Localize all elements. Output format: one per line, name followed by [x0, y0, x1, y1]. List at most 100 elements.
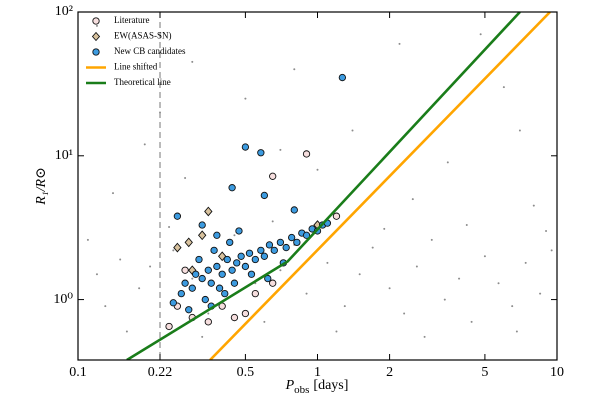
background-point [539, 292, 542, 295]
point [290, 206, 298, 214]
point [173, 212, 182, 220]
point [235, 227, 243, 235]
point [233, 259, 241, 267]
point [257, 246, 265, 254]
background-point [470, 320, 473, 323]
background-point [191, 277, 194, 280]
background-point [305, 292, 308, 295]
y-axis-label: R₁/R⊙ [34, 167, 49, 206]
point [198, 221, 206, 229]
legend-label: New CB candidates [114, 46, 186, 56]
background-point [497, 282, 500, 285]
y-tick-label: 10⁰ [53, 292, 73, 307]
background-point [184, 177, 187, 180]
background-point [119, 258, 122, 261]
point [230, 313, 239, 322]
background-point [532, 204, 535, 207]
point [241, 309, 250, 318]
background-point [515, 330, 518, 333]
background-point [403, 312, 406, 315]
x-tick-label: 1 [314, 365, 321, 380]
point [269, 279, 277, 287]
background-point [358, 273, 361, 276]
background-point [138, 287, 141, 290]
point [223, 255, 231, 264]
background-point [398, 42, 401, 45]
point [241, 262, 250, 271]
background-point [95, 24, 98, 27]
background-point [415, 265, 418, 268]
background-point [465, 224, 468, 227]
point [192, 270, 200, 278]
point [185, 306, 193, 314]
point [257, 149, 265, 157]
background-point [443, 298, 446, 301]
legend-label: Literature [114, 15, 149, 25]
point [165, 322, 173, 331]
point [293, 238, 301, 247]
point [181, 279, 189, 287]
x-tick-label: 0.1 [69, 365, 87, 380]
legend-label: Line shifted [114, 62, 158, 72]
background-point [263, 320, 266, 323]
point [264, 274, 272, 283]
background-point [518, 129, 521, 132]
point [230, 279, 239, 287]
background-point [86, 238, 89, 241]
background-point [411, 198, 414, 201]
point [204, 266, 212, 274]
point [181, 266, 189, 274]
background-point [430, 238, 433, 241]
point [270, 246, 278, 254]
background-point [423, 335, 426, 338]
point [218, 270, 226, 278]
point [213, 262, 221, 271]
background-point [191, 60, 194, 63]
point [251, 255, 259, 264]
background-point [244, 97, 247, 100]
fit-line [126, 12, 521, 360]
legend-label: Theoretical line [114, 77, 171, 87]
background-point [388, 287, 391, 290]
background-point [371, 246, 374, 249]
diamond-point [197, 230, 207, 241]
point [226, 238, 234, 247]
point [282, 243, 290, 252]
x-label-unit: [days] [313, 378, 348, 393]
point [260, 191, 269, 200]
diamond-point [184, 237, 193, 248]
x-label-subscript: obs [294, 384, 309, 396]
point [177, 289, 185, 298]
background-point [125, 330, 128, 333]
point [228, 266, 236, 274]
x-tick-label: 5 [481, 365, 488, 380]
background-point [233, 234, 236, 237]
legend-marker [92, 48, 100, 56]
background-point [343, 305, 346, 308]
point [302, 150, 311, 158]
background-point [351, 129, 354, 132]
point [213, 231, 221, 239]
point [207, 279, 215, 287]
point [302, 231, 311, 239]
x-tick-label: 0.22 [148, 365, 173, 380]
x-tick-label: 2 [386, 365, 393, 380]
background-point [383, 227, 386, 230]
x-tick-label: 0.5 [237, 365, 255, 380]
plot-area [86, 12, 553, 360]
point [338, 73, 347, 82]
background-point [545, 229, 548, 232]
background-point [172, 249, 175, 252]
background-point [335, 330, 338, 333]
background-point [502, 86, 505, 89]
point [241, 143, 250, 151]
fit-line [209, 12, 551, 360]
background-point [524, 261, 527, 264]
point [260, 252, 269, 260]
background-point [143, 143, 146, 146]
point [201, 295, 209, 304]
background-point [111, 192, 114, 195]
point [210, 246, 218, 254]
background-point [271, 220, 274, 223]
